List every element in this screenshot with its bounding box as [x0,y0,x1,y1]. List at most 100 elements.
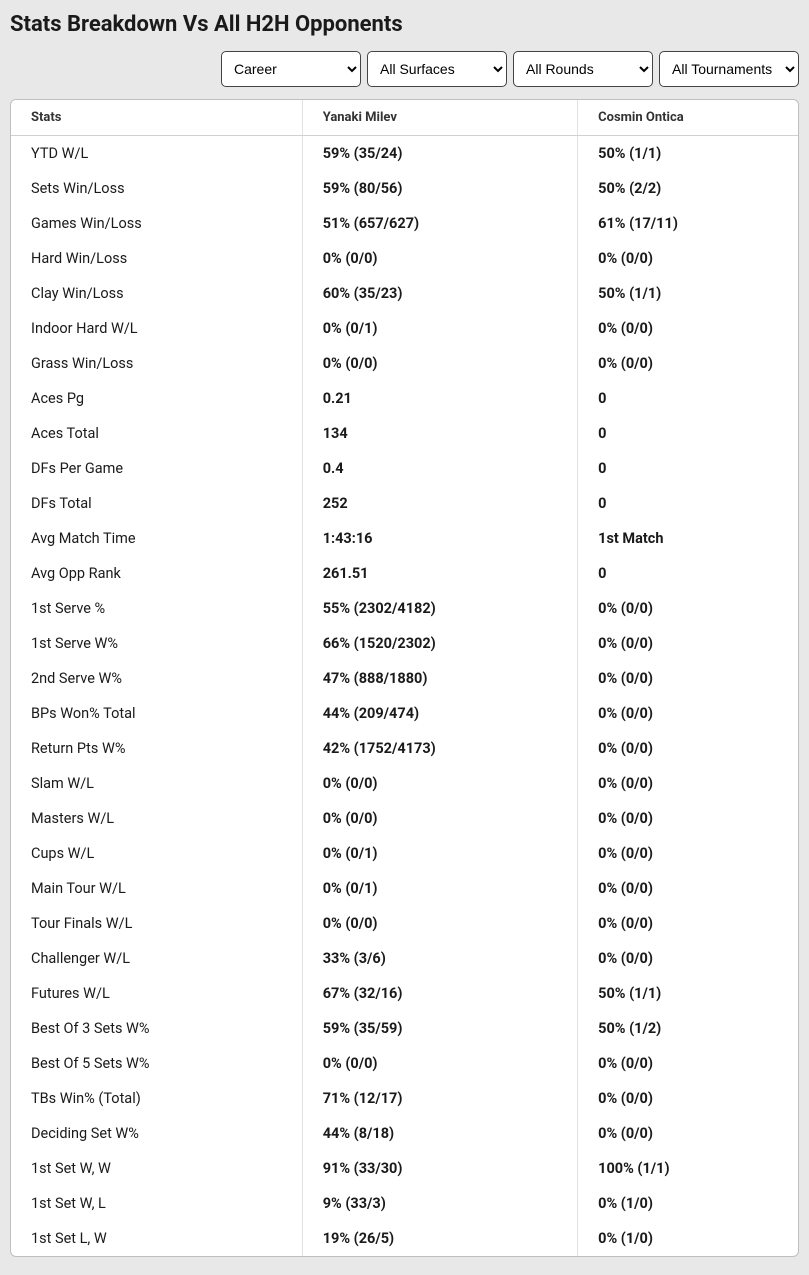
stat-value: 0% (0/0) [302,241,577,276]
stat-label: Hard Win/Loss [11,241,302,276]
stat-label: Games Win/Loss [11,206,302,241]
filter-bar: Career All Surfaces All Rounds All Tourn… [10,51,799,87]
stat-value: 0% (0/0) [578,661,798,696]
stats-table-container: Stats Yanaki Milev Cosmin Ontica YTD W/L… [10,99,799,1257]
stat-value: 44% (209/474) [302,696,577,731]
stat-label: 1st Serve W% [11,626,302,661]
table-row: Hard Win/Loss0% (0/0)0% (0/0) [11,241,798,276]
stat-value: 59% (35/59) [302,1011,577,1046]
table-row: Aces Pg0.210 [11,381,798,416]
table-row: Sets Win/Loss59% (80/56)50% (2/2) [11,171,798,206]
stat-value: 100% (1/1) [578,1151,798,1186]
stat-label: DFs Per Game [11,451,302,486]
stat-value: 0% (0/0) [578,836,798,871]
stat-value: 0% (0/0) [578,626,798,661]
stat-value: 0% (0/0) [578,906,798,941]
table-row: Aces Total1340 [11,416,798,451]
stat-label: Grass Win/Loss [11,346,302,381]
table-row: BPs Won% Total44% (209/474)0% (0/0) [11,696,798,731]
stat-value: 0% (0/0) [578,1046,798,1081]
table-row: Clay Win/Loss60% (35/23)50% (1/1) [11,276,798,311]
stat-label: 1st Set W, W [11,1151,302,1186]
stat-value: 50% (1/1) [578,976,798,1011]
stat-value: 50% (2/2) [578,171,798,206]
stat-value: 51% (657/627) [302,206,577,241]
table-row: TBs Win% (Total)71% (12/17)0% (0/0) [11,1081,798,1116]
table-row: 1st Serve %55% (2302/4182)0% (0/0) [11,591,798,626]
stat-label: Avg Opp Rank [11,556,302,591]
table-row: Main Tour W/L0% (0/1)0% (0/0) [11,871,798,906]
stat-label: Cups W/L [11,836,302,871]
stat-label: TBs Win% (Total) [11,1081,302,1116]
stat-label: Tour Finals W/L [11,906,302,941]
table-row: Avg Match Time1:43:161st Match [11,521,798,556]
filter-rounds-select[interactable]: All Rounds [513,51,653,87]
table-row: 1st Set L, W19% (26/5)0% (1/0) [11,1221,798,1256]
stat-label: YTD W/L [11,136,302,172]
col-header-player1: Yanaki Milev [302,100,577,136]
stat-label: Main Tour W/L [11,871,302,906]
table-row: Avg Opp Rank261.510 [11,556,798,591]
table-row: Indoor Hard W/L0% (0/1)0% (0/0) [11,311,798,346]
stat-value: 60% (35/23) [302,276,577,311]
stat-label: Deciding Set W% [11,1116,302,1151]
table-row: DFs Per Game0.40 [11,451,798,486]
stat-value: 0% (0/0) [578,241,798,276]
filter-surfaces-select[interactable]: All Surfaces [367,51,507,87]
stat-value: 44% (8/18) [302,1116,577,1151]
stats-table: Stats Yanaki Milev Cosmin Ontica YTD W/L… [11,100,798,1256]
stat-value: 33% (3/6) [302,941,577,976]
page-title: Stats Breakdown Vs All H2H Opponents [10,12,799,37]
stat-value: 0% (0/0) [578,871,798,906]
stat-value: 0 [578,556,798,591]
stat-value: 42% (1752/4173) [302,731,577,766]
stat-value: 67% (32/16) [302,976,577,1011]
stat-label: 1st Set L, W [11,1221,302,1256]
stat-label: Challenger W/L [11,941,302,976]
filter-career-select[interactable]: Career [221,51,361,87]
stat-label: Return Pts W% [11,731,302,766]
stat-value: 0% (0/0) [302,346,577,381]
table-header-row: Stats Yanaki Milev Cosmin Ontica [11,100,798,136]
stat-value: 0% (0/0) [578,801,798,836]
stat-value: 19% (26/5) [302,1221,577,1256]
filter-tournaments-select[interactable]: All Tournaments [659,51,799,87]
stat-value: 0 [578,381,798,416]
table-row: YTD W/L59% (35/24)50% (1/1) [11,136,798,172]
stat-label: Aces Pg [11,381,302,416]
stat-value: 0% (0/0) [302,766,577,801]
stat-value: 0% (0/0) [578,941,798,976]
stat-value: 261.51 [302,556,577,591]
stat-value: 0% (0/0) [578,311,798,346]
stat-value: 59% (80/56) [302,171,577,206]
table-row: DFs Total2520 [11,486,798,521]
stat-value: 0% (0/0) [578,696,798,731]
stat-value: 55% (2302/4182) [302,591,577,626]
stat-label: Aces Total [11,416,302,451]
table-row: Tour Finals W/L0% (0/0)0% (0/0) [11,906,798,941]
stat-value: 134 [302,416,577,451]
stat-label: Clay Win/Loss [11,276,302,311]
table-row: Games Win/Loss51% (657/627)61% (17/11) [11,206,798,241]
table-row: Best Of 3 Sets W%59% (35/59)50% (1/2) [11,1011,798,1046]
stat-value: 0% (0/0) [578,1116,798,1151]
stat-label: Sets Win/Loss [11,171,302,206]
stat-value: 0% (1/0) [578,1186,798,1221]
stat-label: Best Of 3 Sets W% [11,1011,302,1046]
table-row: Cups W/L0% (0/1)0% (0/0) [11,836,798,871]
stat-value: 1:43:16 [302,521,577,556]
table-row: Slam W/L0% (0/0)0% (0/0) [11,766,798,801]
stat-value: 66% (1520/2302) [302,626,577,661]
stat-label: 1st Serve % [11,591,302,626]
stat-value: 0 [578,451,798,486]
stat-label: Slam W/L [11,766,302,801]
table-row: Challenger W/L33% (3/6)0% (0/0) [11,941,798,976]
table-row: Grass Win/Loss0% (0/0)0% (0/0) [11,346,798,381]
stat-value: 0.4 [302,451,577,486]
stat-value: 0% (0/0) [302,801,577,836]
stat-value: 50% (1/1) [578,276,798,311]
table-row: Best Of 5 Sets W%0% (0/0)0% (0/0) [11,1046,798,1081]
stat-value: 252 [302,486,577,521]
stat-value: 0% (0/1) [302,311,577,346]
stat-value: 61% (17/11) [578,206,798,241]
